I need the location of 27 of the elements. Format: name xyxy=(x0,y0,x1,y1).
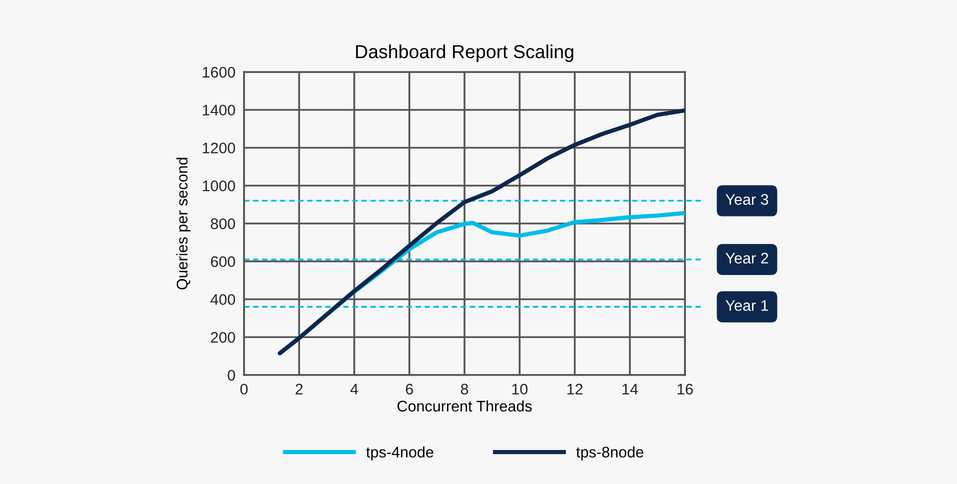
ref-line-label: Year 2 xyxy=(726,252,768,264)
x-axis-title: Concurrent Threads xyxy=(397,400,532,412)
y-tick-label: 0 xyxy=(228,370,236,381)
chart-title: Dashboard Report Scaling xyxy=(356,44,574,62)
x-tick-label: 6 xyxy=(406,384,413,395)
x-tick-label: 8 xyxy=(460,384,468,395)
ref-line-label: Year 3 xyxy=(726,194,768,205)
y-axis-title: Queries per second xyxy=(176,158,191,290)
y-tick-label: 1200 xyxy=(202,142,236,154)
line-series xyxy=(278,108,685,356)
y-tick-label: 200 xyxy=(210,332,236,343)
y-tick-label: 1600 xyxy=(202,66,236,78)
y-tick-label: 1000 xyxy=(202,180,236,192)
x-tick-label: 10 xyxy=(512,384,528,395)
x-tick-label: 14 xyxy=(622,384,638,394)
x-tick-label: 4 xyxy=(350,384,358,394)
x-tick-label: 0 xyxy=(240,384,248,395)
ref-line-label: Year 1 xyxy=(726,300,768,311)
legend-label: tps-4node xyxy=(366,446,434,461)
x-tick-label: 16 xyxy=(678,384,693,395)
x-tick-label: 12 xyxy=(567,384,582,394)
y-tick-label: 400 xyxy=(210,294,236,305)
y-tick-label: 1400 xyxy=(202,104,236,116)
y-tick-label: 600 xyxy=(210,256,236,268)
legend-label: tps-8node xyxy=(576,446,644,461)
x-tick-label: 2 xyxy=(296,384,303,394)
y-tick-label: 800 xyxy=(210,218,236,230)
